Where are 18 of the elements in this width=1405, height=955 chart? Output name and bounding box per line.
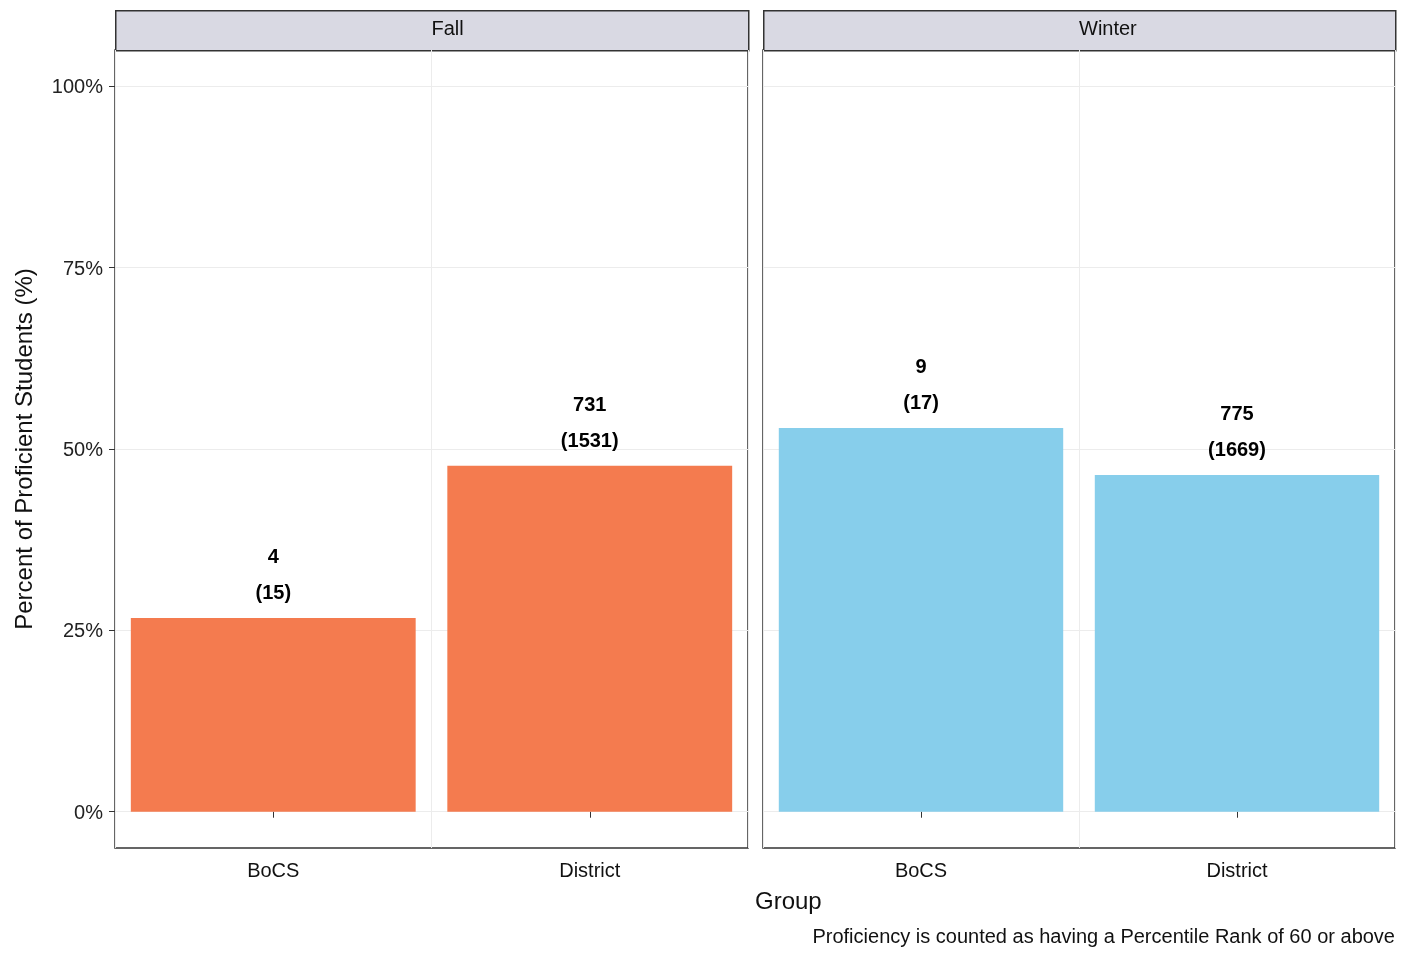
annotation: 9 (17): [903, 354, 939, 413]
y-tick-label: 100%: [51, 75, 104, 98]
y-tick-label: 25%: [62, 619, 104, 642]
y-axis-title: Percent of Proficient Students (%): [9, 268, 37, 630]
text: Proficiency is counted as having a Percentile Rank of 60 or above: [812, 925, 1395, 947]
x-axis-title: Group: [755, 886, 822, 914]
y-tick-label: 0%: [74, 800, 104, 823]
y-tick-label: 75%: [62, 256, 104, 279]
annotation: 775 (1669): [1208, 402, 1266, 461]
x-tick-label: BoCS: [247, 859, 300, 881]
x-tick-label: BoCS: [894, 859, 948, 881]
x-tick-label: District: [1206, 859, 1268, 881]
chart-title: Winter: [1078, 17, 1138, 39]
x-tick-label: District: [559, 859, 621, 881]
y-tick-label: 50%: [62, 438, 104, 460]
annotation: 731 (1531): [560, 392, 619, 451]
annotation: 4 (15): [255, 545, 292, 604]
chart-title: Fall: [431, 17, 464, 39]
